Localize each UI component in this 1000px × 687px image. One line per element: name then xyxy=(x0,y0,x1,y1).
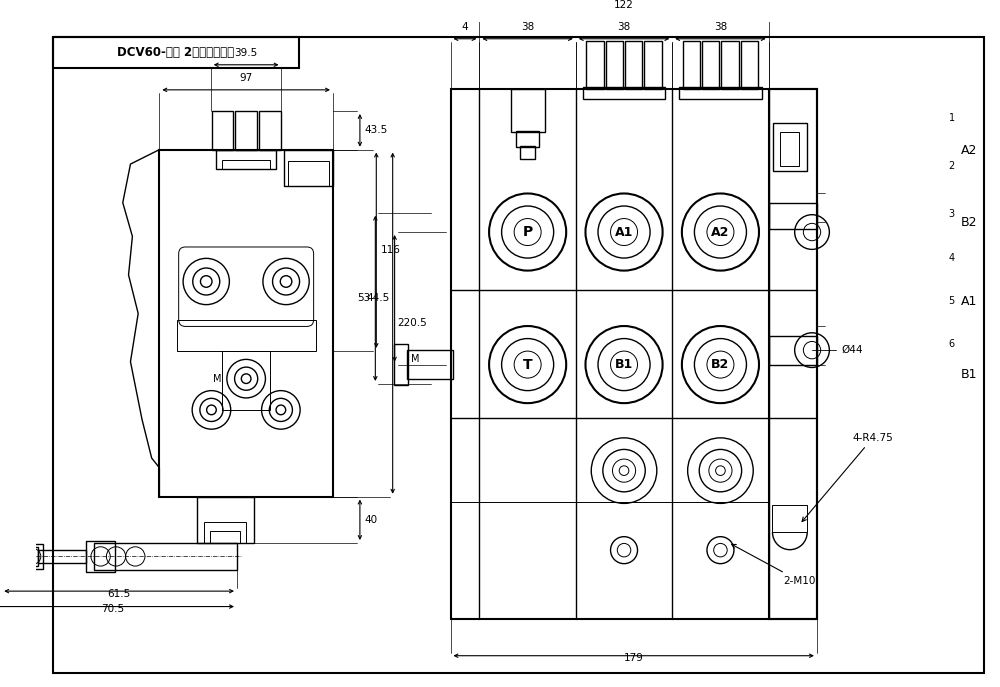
Bar xyxy=(38,550,86,563)
Bar xyxy=(204,521,246,543)
Text: DCV60-手控 2路分片换向阀: DCV60-手控 2路分片换向阀 xyxy=(117,46,234,59)
Text: 179: 179 xyxy=(624,653,644,664)
Text: 122: 122 xyxy=(614,0,634,10)
Bar xyxy=(520,146,535,159)
Text: 38: 38 xyxy=(617,22,631,32)
Bar xyxy=(235,111,257,150)
Text: 1: 1 xyxy=(949,113,955,123)
Bar xyxy=(625,41,642,89)
Text: 39.5: 39.5 xyxy=(235,48,258,58)
Text: 2-M10: 2-M10 xyxy=(732,544,815,586)
Text: B2: B2 xyxy=(711,358,730,371)
Bar xyxy=(407,350,453,379)
Bar xyxy=(780,133,799,166)
Bar xyxy=(19,547,38,566)
Text: A2: A2 xyxy=(711,225,730,238)
Bar xyxy=(23,544,43,569)
Text: T: T xyxy=(523,358,532,372)
Bar xyxy=(212,111,233,150)
Bar xyxy=(606,41,623,89)
Text: 3: 3 xyxy=(949,210,955,219)
Bar xyxy=(53,37,299,68)
Text: B1: B1 xyxy=(615,358,633,371)
Bar xyxy=(769,89,817,619)
Bar xyxy=(772,506,807,532)
Text: 4-R4.75: 4-R4.75 xyxy=(802,433,893,521)
Text: A1: A1 xyxy=(615,225,633,238)
Bar xyxy=(394,344,408,385)
Bar xyxy=(451,89,817,619)
Bar xyxy=(516,131,539,147)
Text: 4: 4 xyxy=(949,253,955,262)
Bar xyxy=(210,531,240,543)
Bar xyxy=(683,41,700,89)
Bar xyxy=(222,160,270,169)
Bar xyxy=(216,150,276,169)
Text: Ø44: Ø44 xyxy=(841,345,862,355)
Bar xyxy=(721,41,739,89)
Text: 5: 5 xyxy=(949,296,955,306)
Bar xyxy=(741,41,758,89)
Text: A1: A1 xyxy=(961,295,977,308)
Text: 38: 38 xyxy=(521,22,534,32)
Bar xyxy=(702,41,719,89)
Text: 70.5: 70.5 xyxy=(101,605,124,614)
Text: 2: 2 xyxy=(949,161,955,171)
Text: M: M xyxy=(411,354,419,364)
Text: 4: 4 xyxy=(462,22,468,32)
Bar xyxy=(773,122,807,171)
Text: M: M xyxy=(213,374,221,383)
Text: B1: B1 xyxy=(961,368,977,381)
Text: 44.5: 44.5 xyxy=(367,293,390,304)
Text: B2: B2 xyxy=(961,216,977,229)
Bar xyxy=(94,543,237,570)
Bar xyxy=(159,150,333,497)
Bar xyxy=(288,161,329,186)
Bar xyxy=(259,111,281,150)
Text: 43.5: 43.5 xyxy=(365,125,388,135)
Text: 40: 40 xyxy=(365,515,378,525)
Bar xyxy=(769,336,817,365)
Bar xyxy=(769,203,817,229)
Bar xyxy=(222,351,270,410)
Text: P: P xyxy=(523,225,533,239)
Bar xyxy=(586,41,604,89)
Bar xyxy=(511,89,545,133)
Text: 38: 38 xyxy=(714,22,727,32)
Text: 220.5: 220.5 xyxy=(398,318,427,328)
Bar xyxy=(1,550,19,563)
Text: 6: 6 xyxy=(949,339,955,350)
Bar xyxy=(197,497,254,543)
Bar xyxy=(284,150,333,186)
Bar xyxy=(0,552,1,561)
Bar xyxy=(644,41,662,89)
Bar xyxy=(583,87,665,98)
Text: A2: A2 xyxy=(961,144,977,157)
Text: 116: 116 xyxy=(381,245,401,256)
Bar xyxy=(679,87,762,98)
Text: 97: 97 xyxy=(240,73,253,83)
Bar xyxy=(177,319,316,351)
Bar xyxy=(86,541,115,572)
Text: 53: 53 xyxy=(357,293,371,304)
Text: 61.5: 61.5 xyxy=(107,589,131,599)
